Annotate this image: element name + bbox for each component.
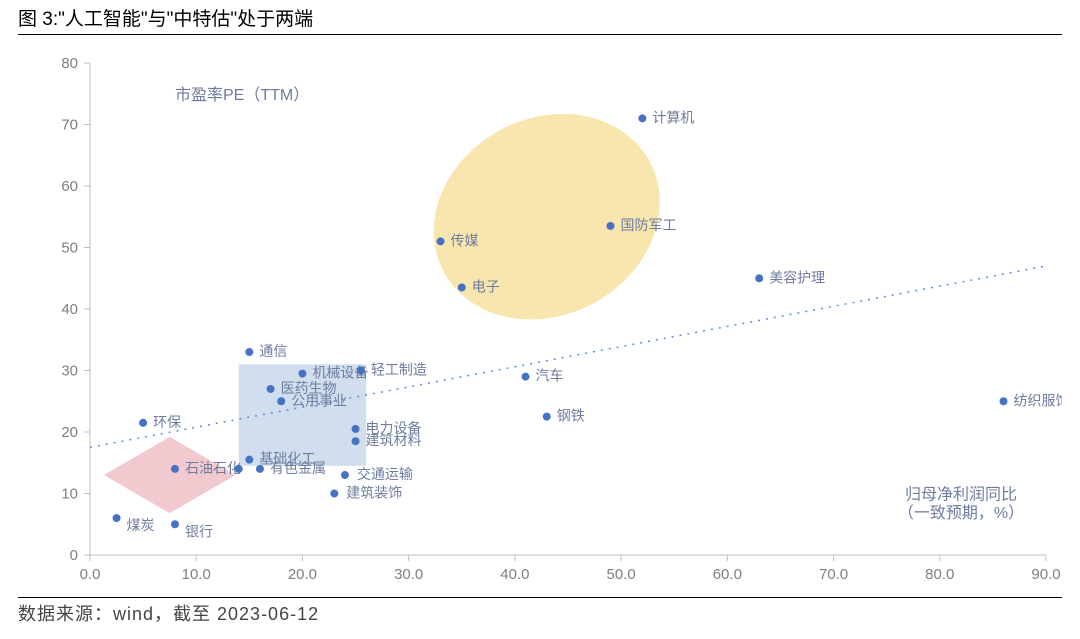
data-point [171, 465, 179, 473]
x-tick-label: 60.0 [713, 566, 742, 583]
data-point [522, 373, 530, 381]
data-point-label: 银行 [185, 523, 213, 539]
data-point-label: 国防军工 [620, 217, 676, 233]
x-tick-label: 80.0 [925, 566, 954, 583]
figure-title-row: 图 3:"人工智能"与"中特估"处于两端 [18, 0, 1062, 35]
chart-svg: 0.0 10.0 20.0 30.0 40.0 50.0 60.0 70.0 80.0 90.0 0… [18, 35, 1062, 597]
data-point [341, 471, 349, 479]
data-point [543, 413, 551, 421]
data-point [245, 456, 253, 464]
data-point-label: 美容护理 [769, 269, 825, 285]
y-tick-label: 80 [61, 55, 78, 72]
y-tick-label: 10 [61, 486, 78, 503]
y-tick-label: 50 [61, 240, 78, 257]
data-point [235, 465, 243, 473]
data-point-label: 建筑装饰 [346, 485, 402, 501]
data-point-label: 有色金属 [270, 460, 326, 476]
data-point-label: 汽车 [536, 368, 564, 384]
data-point-label: 建筑材料 [366, 432, 422, 448]
data-point-label: 钢铁 [557, 408, 585, 424]
data-point [267, 385, 275, 393]
data-point [113, 514, 121, 522]
data-point [256, 465, 264, 473]
y-tick-label: 40 [61, 301, 78, 318]
data-point-label: 通信 [259, 343, 287, 359]
data-point-label: 煤炭 [127, 517, 155, 533]
data-point-label: 交通运输 [357, 466, 413, 482]
y-tick-label: 30 [61, 363, 78, 380]
x-tick-label: 10.0 [182, 566, 211, 583]
figure-source: 数据来源：wind，截至 2023-06-12 [18, 600, 319, 626]
x-tick-label: 40.0 [500, 566, 529, 583]
data-point [171, 520, 179, 528]
y-tick-label: 60 [61, 178, 78, 195]
data-point [277, 397, 285, 405]
x-tick-label: 20.0 [288, 566, 317, 583]
data-point [298, 370, 306, 378]
x-axis-title-1: 归母净利润同比 [905, 486, 1017, 504]
data-point-label: 纺织服饰 [1014, 392, 1062, 408]
data-point-label: 计算机 [652, 109, 694, 125]
data-point-label: 石油石化 [185, 460, 241, 476]
x-tick-label: 70.0 [819, 566, 848, 583]
data-point [245, 348, 253, 356]
figure-title: 图 3:"人工智能"与"中特估"处于两端 [18, 4, 313, 31]
data-point [638, 114, 646, 122]
data-point [1000, 397, 1008, 405]
y-tick-label: 70 [61, 117, 78, 134]
x-axis-title-2: （一致预期，%） [898, 504, 1024, 522]
x-tick-label: 50.0 [607, 566, 636, 583]
x-tick-label: 90.0 [1031, 566, 1060, 583]
x-tick-label: 30.0 [394, 566, 423, 583]
data-point [437, 237, 445, 245]
data-point-label: 公用事业 [291, 392, 347, 408]
data-point-label: 轻工制造 [371, 362, 427, 378]
data-point [606, 222, 614, 230]
data-point [352, 437, 360, 445]
data-point [139, 419, 147, 427]
data-point-label: 传媒 [451, 232, 479, 248]
data-point [755, 274, 763, 282]
x-tick-label: 0.0 [80, 566, 101, 583]
y-axis-title: 市盈率PE（TTM） [175, 86, 309, 104]
data-point [357, 367, 365, 375]
y-tick-label: 20 [61, 424, 78, 441]
data-point-label: 电子 [472, 278, 500, 294]
y-tick-label: 0 [70, 547, 78, 564]
scatter-chart: 0.0 10.0 20.0 30.0 40.0 50.0 60.0 70.0 80.0 90.0 0… [18, 35, 1062, 597]
data-point [330, 490, 338, 498]
data-point [352, 425, 360, 433]
data-point [458, 283, 466, 291]
figure-footer-row: 数据来源：wind，截至 2023-06-12 [18, 597, 1062, 628]
data-point-label: 环保 [153, 414, 181, 430]
